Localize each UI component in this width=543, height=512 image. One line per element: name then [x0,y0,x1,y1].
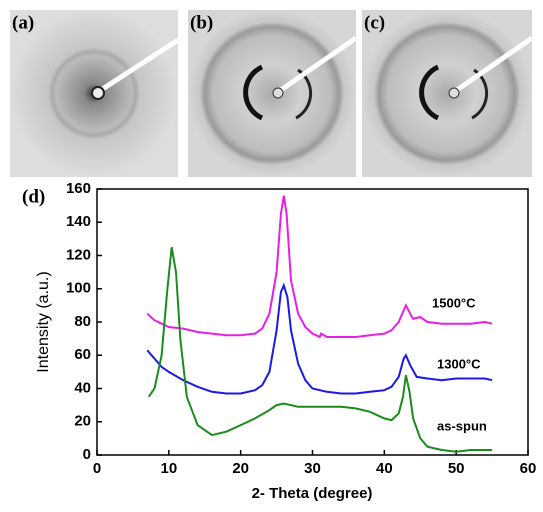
y-tick-label: 40 [74,379,91,396]
panel-label: (a) [12,12,34,33]
x-tick-label: 10 [160,460,177,477]
series-label: as-spun [437,418,487,433]
panel-label: (d) [22,186,45,207]
line [146,195,493,339]
line [147,247,493,453]
panel-label: (b) [190,12,213,33]
x-axis-title: 2- Theta (degree) [252,485,373,502]
y-tick-label: 120 [66,246,91,263]
y-tick-label: 140 [66,213,91,230]
panel-b-image [188,10,358,177]
y-tick-label: 100 [66,280,91,297]
x-tick-label: 30 [304,460,321,477]
y-axis-title: Intensity (a.u.) [35,271,52,372]
series-label: 1300°C [437,356,481,371]
y-tick-label: 60 [74,346,91,363]
x-tick-label: 0 [93,460,101,477]
line [146,282,493,395]
series-label: 1500°C [432,295,476,310]
y-tick-label: 20 [74,413,91,430]
panel-c-image [362,10,534,177]
panel-label: (c) [364,12,385,33]
x-tick-label: 60 [520,460,537,477]
panel-a-image [10,10,180,177]
x-tick-label: 40 [376,460,393,477]
plot-frame [96,188,529,456]
y-tick-label: 80 [74,313,91,330]
y-tick-label: 0 [83,446,91,463]
x-tick-label: 50 [448,460,465,477]
x-tick-label: 20 [232,460,249,477]
y-tick-label: 160 [66,180,91,197]
